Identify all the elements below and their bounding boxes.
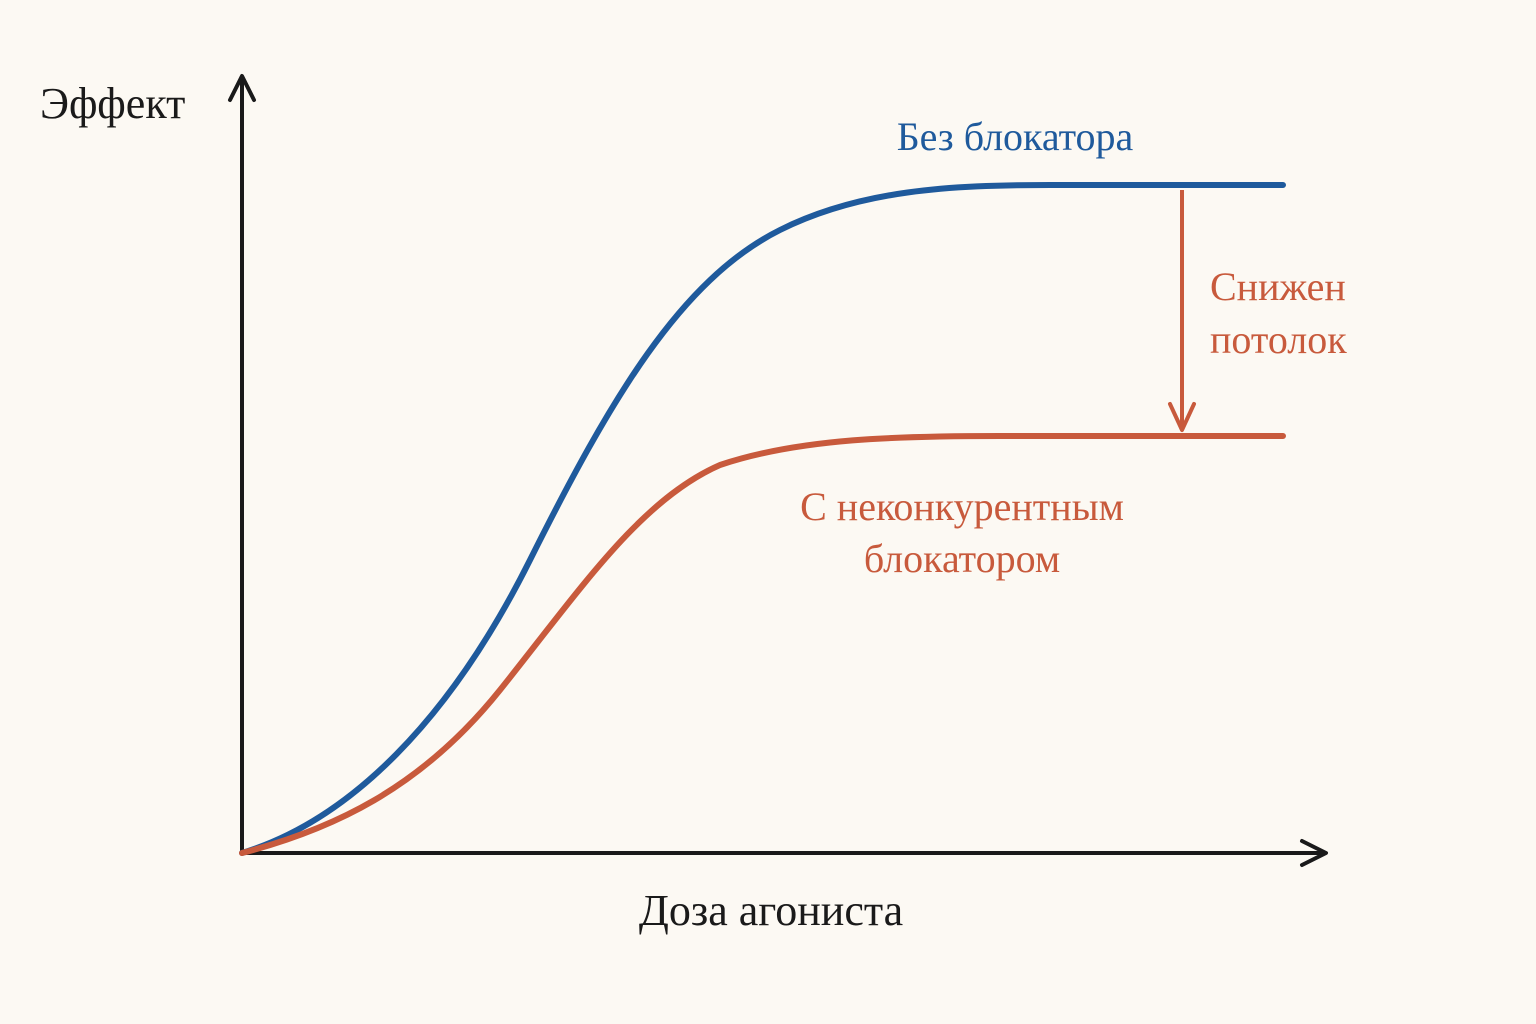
annotation: Снижен (1210, 264, 1346, 309)
y-axis-label: Эффект (40, 79, 185, 128)
curve-no-blocker (239, 182, 1286, 856)
x-axis-label: Доза агониста (639, 886, 903, 935)
curve-label: С неконкурентным (800, 484, 1124, 529)
curve-label: Без блокатора (897, 114, 1134, 159)
curve-label: блокатором (864, 536, 1060, 581)
ceiling-arrowhead (1168, 402, 1196, 432)
curve-blocker (239, 433, 1286, 856)
y-axis-arrow (228, 74, 256, 102)
annotation: потолок (1210, 317, 1347, 362)
x-axis-arrow (1300, 839, 1328, 867)
